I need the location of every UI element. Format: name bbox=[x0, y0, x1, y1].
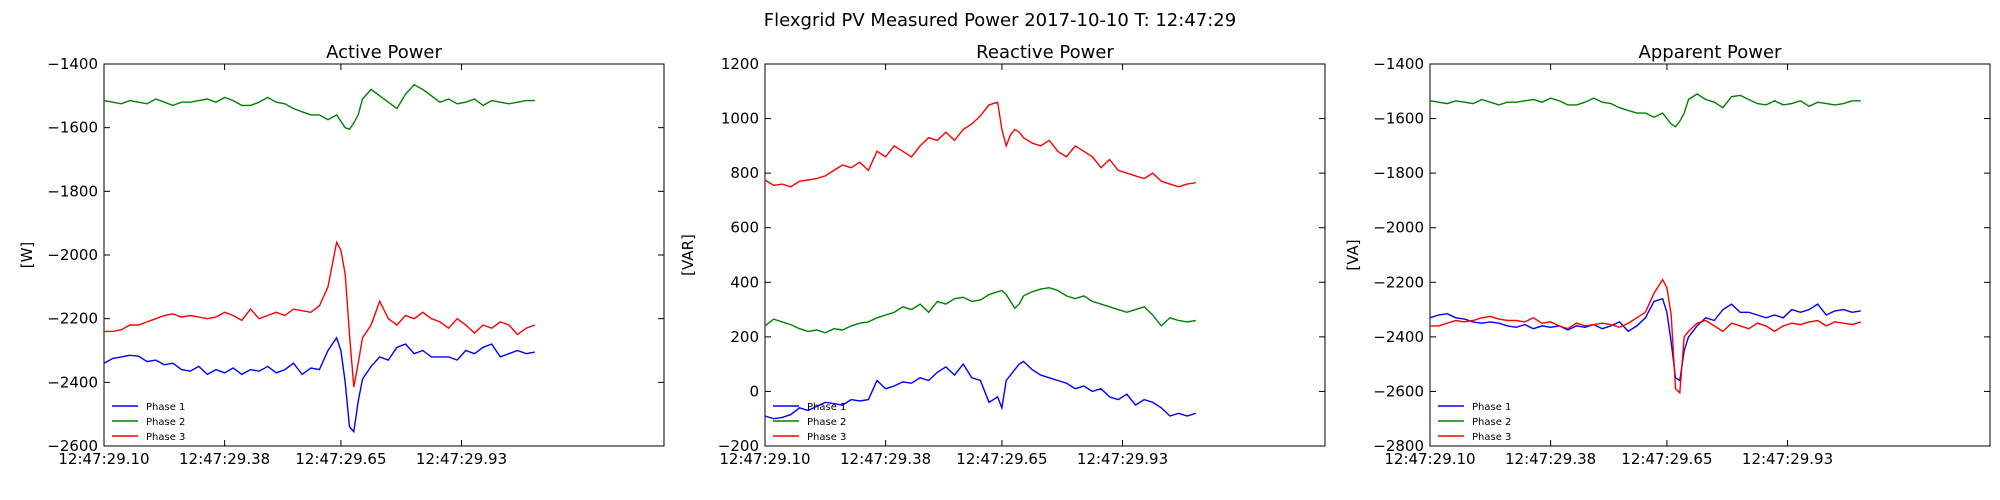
chart-title: Reactive Power bbox=[976, 42, 1114, 63]
plot-frame bbox=[1429, 63, 1991, 447]
y-tick-label: −2200 bbox=[1373, 273, 1424, 291]
y-tick-label: 1200 bbox=[721, 55, 759, 73]
y-tick-label: −2800 bbox=[1373, 437, 1424, 455]
x-tick-label: 12:47:29.93 bbox=[1742, 450, 1833, 468]
legend-label-phase-3: Phase 3 bbox=[1472, 432, 1511, 443]
series-line-phase-3 bbox=[764, 101, 1196, 188]
y-tick-label: 0 bbox=[749, 382, 759, 400]
series-line-phase-2 bbox=[103, 83, 535, 131]
y-tick-label: 1000 bbox=[721, 110, 759, 128]
legend-label-phase-2: Phase 2 bbox=[146, 417, 185, 428]
legend-label-phase-2: Phase 2 bbox=[807, 417, 846, 428]
y-axis-label: [VA] bbox=[1344, 239, 1362, 270]
plot-frame bbox=[103, 63, 665, 447]
y-tick-label: −1800 bbox=[1373, 164, 1424, 182]
y-tick-label: −2400 bbox=[1373, 328, 1424, 346]
x-tick-label: 12:47:29.65 bbox=[295, 450, 386, 468]
legend-label-phase-1: Phase 1 bbox=[146, 402, 185, 413]
y-axis-label: [VAR] bbox=[679, 234, 697, 276]
y-tick-label: −1600 bbox=[47, 119, 98, 137]
y-tick-label: −2000 bbox=[1373, 219, 1424, 237]
x-tick-label: 12:47:29.38 bbox=[840, 450, 931, 468]
x-tick-label: 12:47:29.93 bbox=[1077, 450, 1168, 468]
y-tick-label: 800 bbox=[730, 164, 759, 182]
legend-label-phase-3: Phase 3 bbox=[146, 432, 185, 443]
x-tick-label: 12:47:29.65 bbox=[1621, 450, 1712, 468]
chart-title: Apparent Power bbox=[1639, 42, 1782, 63]
series-line-phase-1 bbox=[764, 360, 1197, 420]
series-line-phase-1 bbox=[103, 336, 535, 434]
y-tick-label: −2400 bbox=[47, 373, 98, 391]
x-tick-label: 12:47:29.10 bbox=[1384, 450, 1475, 468]
figure-title: Flexgrid PV Measured Power 2017-10-10 T:… bbox=[764, 10, 1236, 31]
y-tick-label: −2600 bbox=[1373, 382, 1424, 400]
active-power-chart: Active Power −2600 −2400 −2200 −2000 −1800 −16… bbox=[18, 42, 665, 468]
legend: Phase 1 Phase 2 Phase 3 bbox=[112, 402, 185, 443]
legend: Phase 1 Phase 2 Phase 3 bbox=[1438, 402, 1511, 443]
y-tick-label: 600 bbox=[730, 219, 759, 237]
series-line-phase-1 bbox=[1429, 297, 1861, 382]
apparent-power-chart: Apparent Power −2800 −2600 −2400 −2200 −2000 −… bbox=[1344, 42, 1991, 468]
x-tick-label: 12:47:29.38 bbox=[1505, 450, 1596, 468]
y-tick-label: −1600 bbox=[1373, 110, 1424, 128]
legend: Phase 1 Phase 2 Phase 3 bbox=[773, 402, 846, 443]
x-tick-label: 12:47:29.93 bbox=[416, 450, 507, 468]
series-line-phase-3 bbox=[104, 240, 536, 388]
y-tick-label: −2000 bbox=[47, 246, 98, 264]
series-line-phase-2 bbox=[764, 286, 1196, 334]
x-tick-label: 12:47:29.38 bbox=[179, 450, 270, 468]
y-tick-label: −1400 bbox=[47, 55, 98, 73]
y-tick-label: −1800 bbox=[47, 182, 98, 200]
y-tick-label: −1400 bbox=[1373, 55, 1424, 73]
y-tick-label: 200 bbox=[730, 328, 759, 346]
y-tick-label: −2200 bbox=[47, 310, 98, 328]
reactive-power-chart: Reactive Power −200 0 200 400 600 800 1000 1200 1… bbox=[679, 42, 1326, 468]
legend-label-phase-1: Phase 1 bbox=[807, 402, 846, 413]
chart-title: Active Power bbox=[326, 42, 442, 63]
series-line-phase-2 bbox=[1429, 93, 1861, 128]
x-tick-label: 12:47:29.10 bbox=[719, 450, 810, 468]
series-line-phase-3 bbox=[1430, 278, 1862, 395]
legend-label-phase-2: Phase 2 bbox=[1472, 417, 1511, 428]
charts-container: Active Power−2600−2400−2200−2000−1800−16… bbox=[18, 42, 1991, 468]
y-tick-label: 400 bbox=[730, 273, 759, 291]
y-tick-label: −2600 bbox=[47, 437, 98, 455]
legend-label-phase-3: Phase 3 bbox=[807, 432, 846, 443]
y-axis-label: [W] bbox=[18, 242, 36, 269]
legend-label-phase-1: Phase 1 bbox=[1472, 402, 1511, 413]
y-tick-label: −200 bbox=[718, 437, 759, 455]
plot-frame bbox=[764, 63, 1326, 447]
x-tick-label: 12:47:29.10 bbox=[58, 450, 149, 468]
x-tick-label: 12:47:29.65 bbox=[956, 450, 1047, 468]
